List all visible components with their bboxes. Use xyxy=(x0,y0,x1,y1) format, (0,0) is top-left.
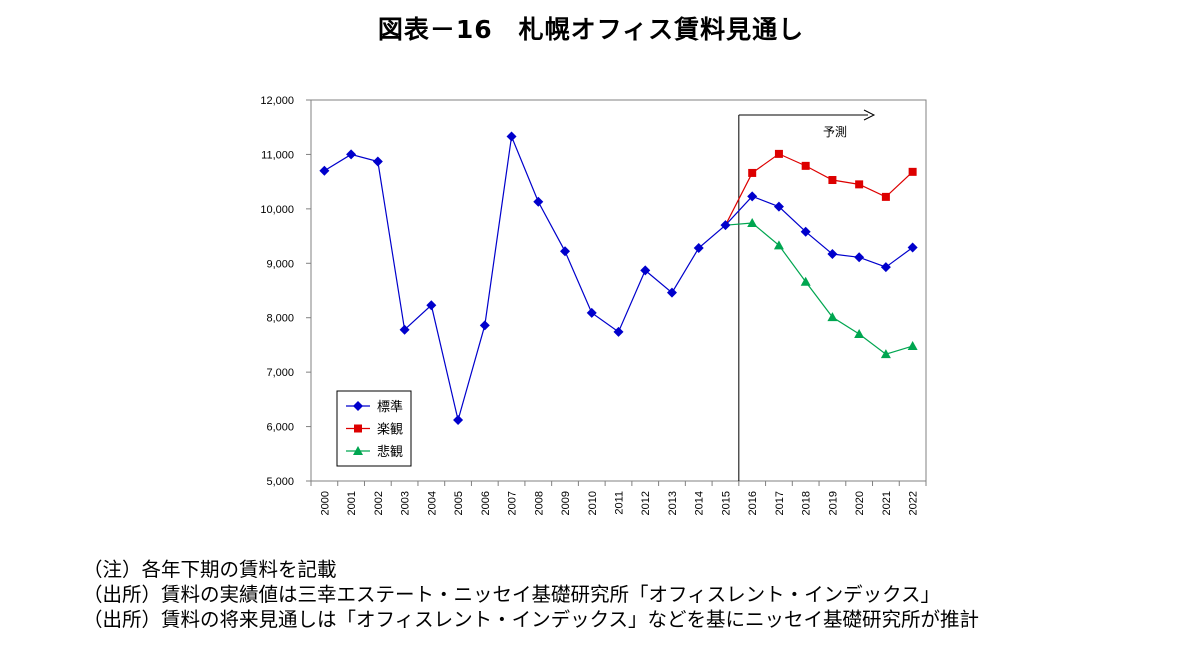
y-tick-label: 10,000 xyxy=(260,204,294,216)
x-tick-label: 2008 xyxy=(533,491,545,515)
y-tick-label: 7,000 xyxy=(266,367,294,379)
y-tick-label: 5,000 xyxy=(266,476,294,488)
x-tick-label: 2022 xyxy=(908,491,920,515)
data-point-diamond xyxy=(800,226,811,237)
series-diamond xyxy=(319,131,918,426)
x-tick-label: 2009 xyxy=(560,491,572,515)
data-point-square xyxy=(855,180,864,189)
data-point-square xyxy=(748,168,757,177)
notes: （注）各年下期の賃料を記載 （出所）賃料の実績値は三幸エステート・ニッセイ基礎研… xyxy=(83,557,979,632)
data-point-triangle xyxy=(880,349,891,359)
data-point-diamond xyxy=(720,220,731,231)
y-tick-label: 6,000 xyxy=(266,422,294,434)
x-tick-label: 2020 xyxy=(854,491,866,515)
x-tick-label: 2002 xyxy=(373,491,385,515)
data-point-triangle xyxy=(773,240,784,250)
data-point-square xyxy=(774,149,783,158)
x-tick-label: 2007 xyxy=(507,491,519,515)
data-point-diamond xyxy=(319,165,330,176)
data-point-diamond xyxy=(453,415,464,426)
data-point-diamond xyxy=(907,242,918,253)
x-tick-label: 2015 xyxy=(720,491,732,515)
data-point-triangle xyxy=(353,446,363,455)
x-tick-label: 2005 xyxy=(453,491,465,515)
data-point-diamond xyxy=(773,201,784,212)
x-tick-label: 2006 xyxy=(480,491,492,515)
data-point-diamond xyxy=(640,265,651,276)
y-tick-label: 12,000 xyxy=(260,95,294,107)
x-tick-label: 2016 xyxy=(747,491,759,515)
x-tick-label: 2012 xyxy=(640,491,652,515)
forecast-marker: 予測 xyxy=(738,109,876,481)
data-point-diamond xyxy=(827,249,838,260)
data-point-diamond xyxy=(693,243,704,254)
data-point-triangle xyxy=(827,312,838,322)
x-tick-label: 2013 xyxy=(667,491,679,515)
x-tick-label: 2014 xyxy=(694,491,706,515)
plot-area xyxy=(310,99,927,482)
forecast-label: 予測 xyxy=(823,125,847,139)
legend-label: 悲観 xyxy=(377,444,403,460)
x-tick-label: 2003 xyxy=(400,491,412,515)
data-point-square xyxy=(354,424,362,433)
data-point-diamond xyxy=(586,307,597,318)
data-point-diamond xyxy=(854,252,865,263)
x-tick-label: 2021 xyxy=(881,491,893,515)
data-point-triangle xyxy=(854,329,865,339)
note-line-1: （注）各年下期の賃料を記載 xyxy=(83,558,337,581)
series-line xyxy=(724,153,914,226)
data-point-diamond xyxy=(880,262,891,273)
data-point-square xyxy=(801,161,810,170)
x-tick-label: 2000 xyxy=(319,491,331,515)
x-tick-label: 2010 xyxy=(587,491,599,515)
data-point-diamond xyxy=(479,320,490,331)
data-point-triangle xyxy=(907,341,918,351)
y-tick-label: 11,000 xyxy=(261,149,294,161)
data-point-diamond xyxy=(346,149,357,160)
note-line-2: （出所）賃料の実績値は三幸エステート・ニッセイ基礎研究所「オフィスレント・インデ… xyxy=(83,583,941,606)
axes: 5,000 6,000 7,000 8,000 9,000 10,000 11,000 12,… xyxy=(260,95,927,515)
x-tick-label: 2017 xyxy=(774,491,786,515)
page-title: 図表－16 札幌オフィス賃料見通し xyxy=(377,15,805,44)
x-tick-label: 2004 xyxy=(426,491,438,515)
series-square xyxy=(724,149,917,226)
series-triangle xyxy=(725,218,918,359)
y-tick-label: 8,000 xyxy=(266,313,294,325)
x-tick-label: 2011 xyxy=(614,491,626,515)
data-point-diamond xyxy=(353,401,363,411)
note-line-3: （出所）賃料の将来見通しは「オフィスレント・インデックス」などを基にニッセイ基礎… xyxy=(83,608,980,631)
y-tick-label: 9,000 xyxy=(266,258,294,270)
legend-label: 標準 xyxy=(377,399,403,415)
data-point-diamond xyxy=(560,246,571,257)
legend-label: 楽観 xyxy=(377,422,403,438)
data-point-square xyxy=(908,167,917,176)
data-point-diamond xyxy=(666,287,677,298)
data-point-square xyxy=(881,192,890,201)
data-point-diamond xyxy=(426,300,437,311)
data-point-diamond xyxy=(372,156,383,167)
series-layer xyxy=(319,131,918,426)
data-point-triangle xyxy=(800,276,811,286)
data-point-triangle xyxy=(747,218,758,228)
data-point-diamond xyxy=(533,196,544,207)
forecast-arrow-head xyxy=(863,109,876,121)
x-tick-label: 2001 xyxy=(346,491,358,515)
data-point-square xyxy=(828,176,837,185)
x-tick-label: 2018 xyxy=(801,491,813,515)
data-point-diamond xyxy=(613,326,624,337)
data-point-diamond xyxy=(747,191,758,202)
data-point-diamond xyxy=(506,131,517,142)
data-point-diamond xyxy=(399,324,410,335)
x-tick-label: 2019 xyxy=(827,491,839,515)
